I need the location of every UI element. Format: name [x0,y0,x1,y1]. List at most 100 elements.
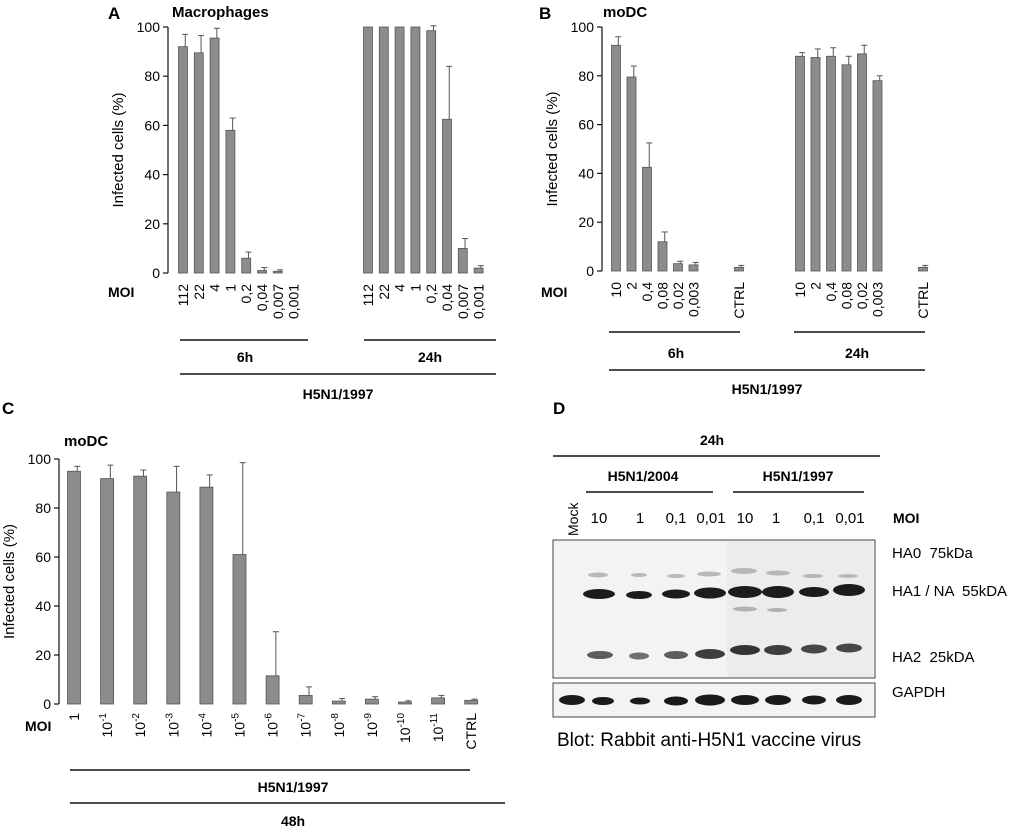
x-tick-exponent: -8 [329,713,340,722]
band [767,608,787,612]
group-label-6h: 6h [237,349,253,365]
strain-label: H5N1/1997 [258,779,329,795]
y-tick-label: 20 [578,214,594,230]
bar [209,37,220,274]
bar [810,57,821,272]
group-label-24h: 24h [418,349,442,365]
x-tick-label: 0,001 [471,284,487,319]
y-axis-label: Infected cells (%) [1,524,18,639]
strain-label: H5N1/1997 [303,386,374,402]
band [588,572,608,578]
x-tick-label: 1 [222,284,238,292]
x-tick-exponent: -6 [263,713,274,722]
bar [363,26,373,274]
bar [272,270,283,274]
bar [442,118,452,274]
x-prefix-moi: MOI [108,284,134,300]
blot-strain-1997: H5N1/1997 [763,468,834,484]
group-label-24h: 24h [845,345,869,361]
x-tick-label: 0,04 [254,284,270,311]
x-tick-label: 0,08 [839,282,855,309]
x-tick-label: 0,007 [455,284,471,319]
x-tick-label: 0,4 [639,282,655,302]
y-tick-label: 100 [137,19,161,35]
band [733,606,757,612]
band [833,584,865,596]
blot-band-label-gapdh: GAPDH [892,684,945,701]
bar [642,166,652,272]
band [697,571,721,577]
x-tick-label: 22 [376,284,392,300]
bar [426,30,437,274]
y-tick-label: 60 [144,117,160,133]
x-tick-label: 0,04 [439,284,455,311]
x-tick-label: 0,02 [670,282,686,309]
x-tick-label: 4 [207,284,223,292]
bar [457,247,468,274]
bar [225,129,236,274]
blot-lane-label: 10 [591,510,608,527]
bar [826,55,836,272]
y-axis-label: Infected cells (%) [110,92,127,207]
bar [241,257,252,274]
bar [193,52,204,274]
bar [67,470,81,705]
bar [232,554,247,705]
bar [265,675,280,705]
x-tick-exponent: -9 [362,713,373,722]
band [801,644,827,654]
x-tick-exponent: -3 [164,713,175,722]
bar [872,80,883,272]
bar [298,695,313,705]
bar [688,264,699,272]
x-tick-label: 0,08 [655,282,671,309]
band [803,574,823,578]
x-tick-label: 0,2 [423,284,439,304]
x-tick-exponent: -5 [230,713,241,722]
band [799,587,829,597]
band [662,589,690,599]
bar [398,701,412,705]
band [664,696,688,706]
blot-strain-2004: H5N1/2004 [608,468,679,484]
x-tick-exponent: -1 [98,713,109,722]
bar [410,26,421,274]
x-tick-label: 0,4 [823,282,839,302]
panel-letter-c: C [2,399,14,418]
blot-moi-label: MOI [893,510,919,526]
bar [178,46,188,274]
x-tick-exponent: -7 [296,713,307,722]
blot-bands-ha1 [583,584,865,599]
x-tick-label-ctrl: CTRL [915,282,931,319]
bar [257,270,267,274]
blot-lane-mock: Mock [565,502,581,536]
band [626,591,652,599]
x-tick-label: 10-1 [98,713,116,738]
y-tick-label: 40 [578,165,594,181]
x-tick-label: 10-10 [396,713,414,743]
band [762,586,794,598]
blot-bands-smear [733,606,787,612]
blot-bands-ha2 [587,643,862,660]
y-tick-label: 100 [28,451,52,467]
blot-lane-label: 0,01 [696,510,725,527]
y-axis-label: Infected cells (%) [544,91,561,206]
band [731,695,759,705]
blot-time-label: 24h [700,432,724,448]
bar [166,491,181,705]
x-prefix-moi: MOI [25,718,51,734]
bar [611,44,621,272]
panel-letter-a: A [108,4,120,23]
x-tick-label: 10-11 [429,713,447,743]
band [764,645,792,655]
band [728,586,762,598]
time-label: 48h [281,813,305,829]
x-tick-label: 4 [392,284,408,292]
strain-label: H5N1/1997 [732,381,803,397]
x-tick-label: 10-6 [263,713,281,738]
band [731,568,757,574]
x-tick-label: 0,003 [870,282,886,317]
x-tick-label: 0,2 [238,284,254,304]
bar [841,64,852,272]
